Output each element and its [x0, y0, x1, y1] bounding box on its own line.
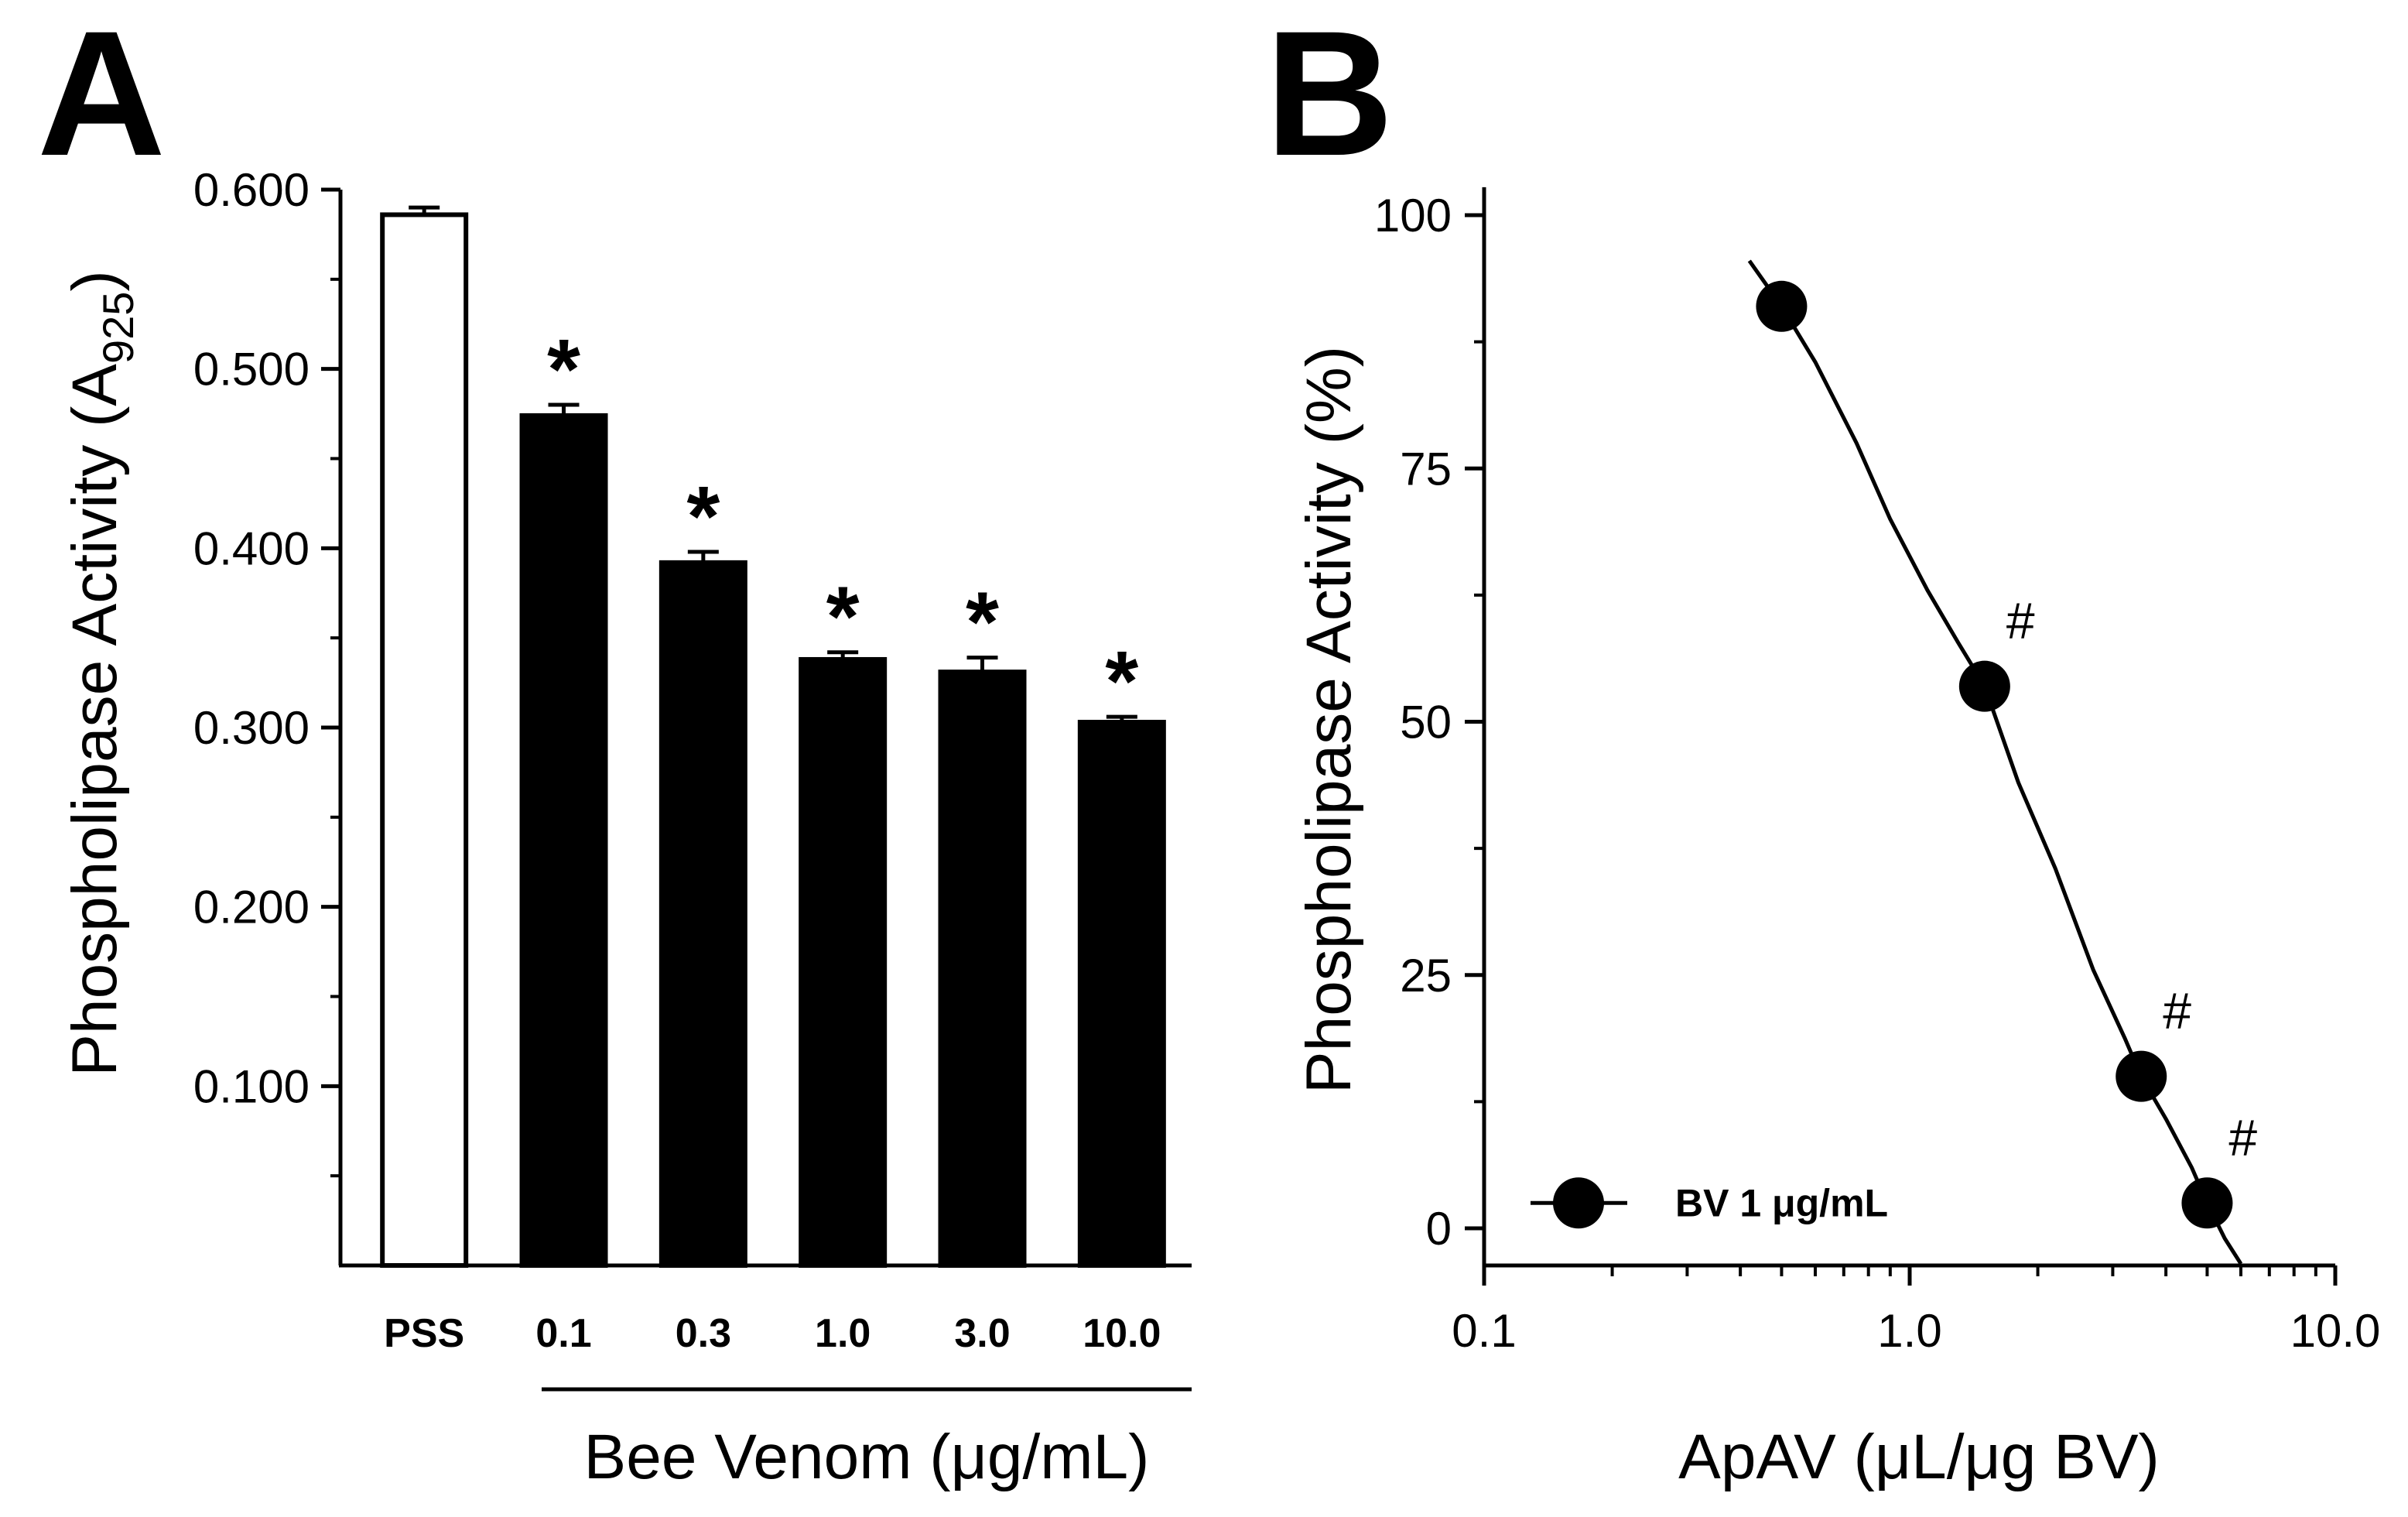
panel-b-letter: B	[1265, 0, 1394, 193]
panel-b-data-point	[2116, 1050, 2167, 1102]
panel-b-y-tick-label: 0	[1426, 1203, 1452, 1255]
panel-a-bar	[1077, 720, 1166, 1268]
panel-a-significance-star: *	[826, 570, 860, 665]
panel-a-y-tick-label: 0.100	[193, 1060, 310, 1112]
panel-a-category-label: 10.0	[1083, 1311, 1161, 1356]
panel-a-category-label: 3.0	[954, 1311, 1010, 1356]
panel-b-y-tick-label: 100	[1374, 190, 1452, 241]
panel-b-y-tick-label: 50	[1400, 697, 1452, 748]
panel-a-significance-star: *	[966, 575, 999, 670]
panel-b-fit-curve	[1747, 259, 2243, 1265]
panel-b-significance-mark: #	[2163, 982, 2191, 1039]
panel-b-legend-marker	[1553, 1177, 1604, 1229]
panel-a-bar	[658, 560, 747, 1268]
panel-a-ylabel-main: Phospholipase Activity (A	[60, 364, 130, 1077]
panel-b-y-tick-label: 75	[1400, 443, 1452, 495]
panel-a-significance-star: *	[547, 322, 580, 417]
panel-b-data-point	[2181, 1177, 2233, 1229]
panel-b-significance-mark: #	[2228, 1108, 2257, 1166]
panel-b-x-tick-label: 1.0	[1877, 1305, 1941, 1357]
panel-a-ylabel-sub: 925	[94, 292, 142, 364]
panel-a-category-label: PSS	[384, 1311, 464, 1356]
panel-b-significance-mark: #	[2006, 592, 2035, 649]
panel-a-y-tick-label: 0.300	[193, 702, 310, 754]
panel-a-plot: 0.100 0.200 0.300 0.400 0.500 0.600 PSS 0.1 * 0.3…	[193, 164, 1192, 1356]
panel-b-data-point	[1958, 660, 2010, 712]
panel-a-y-tick-label: 0.600	[193, 164, 310, 216]
panel-a-significance-star: *	[1105, 634, 1138, 729]
panel-b-ylabel: Phospholipase Activity (%)	[1294, 346, 1364, 1094]
panel-a-y-tick-label: 0.400	[193, 522, 310, 574]
panel-b-xlabel: ApAV (μL/μg BV)	[1678, 1422, 2160, 1492]
panel-a-ylabel-close: )	[60, 270, 130, 291]
panel-b-data-point	[1756, 280, 1808, 332]
panel-a-bar	[799, 656, 888, 1268]
panel-a-category-label: 1.0	[815, 1311, 871, 1356]
panel-b-plot: 0 25 50 75 100 0.1 1.0 10.0 # # # BV 1 μg/mL	[1374, 187, 2381, 1357]
panel-b-legend-label: BV 1 μg/mL	[1675, 1181, 1888, 1224]
panel-b-x-tick-label: 10.0	[2290, 1305, 2381, 1357]
panel-a-y-tick-label: 0.200	[193, 882, 310, 933]
panel-a-ylabel: Phospholipase Activity (A925)	[60, 270, 142, 1076]
panel-a-y-tick-label: 0.500	[193, 344, 310, 396]
panel-a-significance-star: *	[686, 469, 720, 564]
panel-a-bar	[380, 212, 469, 1268]
panel-b-x-tick-label: 0.1	[1452, 1305, 1516, 1357]
panel-a-category-label: 0.1	[535, 1311, 591, 1356]
panel-a-bar	[519, 413, 608, 1268]
panel-a-bar	[938, 669, 1027, 1268]
panel-a-letter: A	[37, 0, 166, 193]
panel-a-xlabel: Bee Venom (μg/mL)	[584, 1422, 1150, 1492]
panel-a-category-label: 0.3	[676, 1311, 731, 1356]
panel-b-y-tick-label: 25	[1400, 950, 1452, 1002]
